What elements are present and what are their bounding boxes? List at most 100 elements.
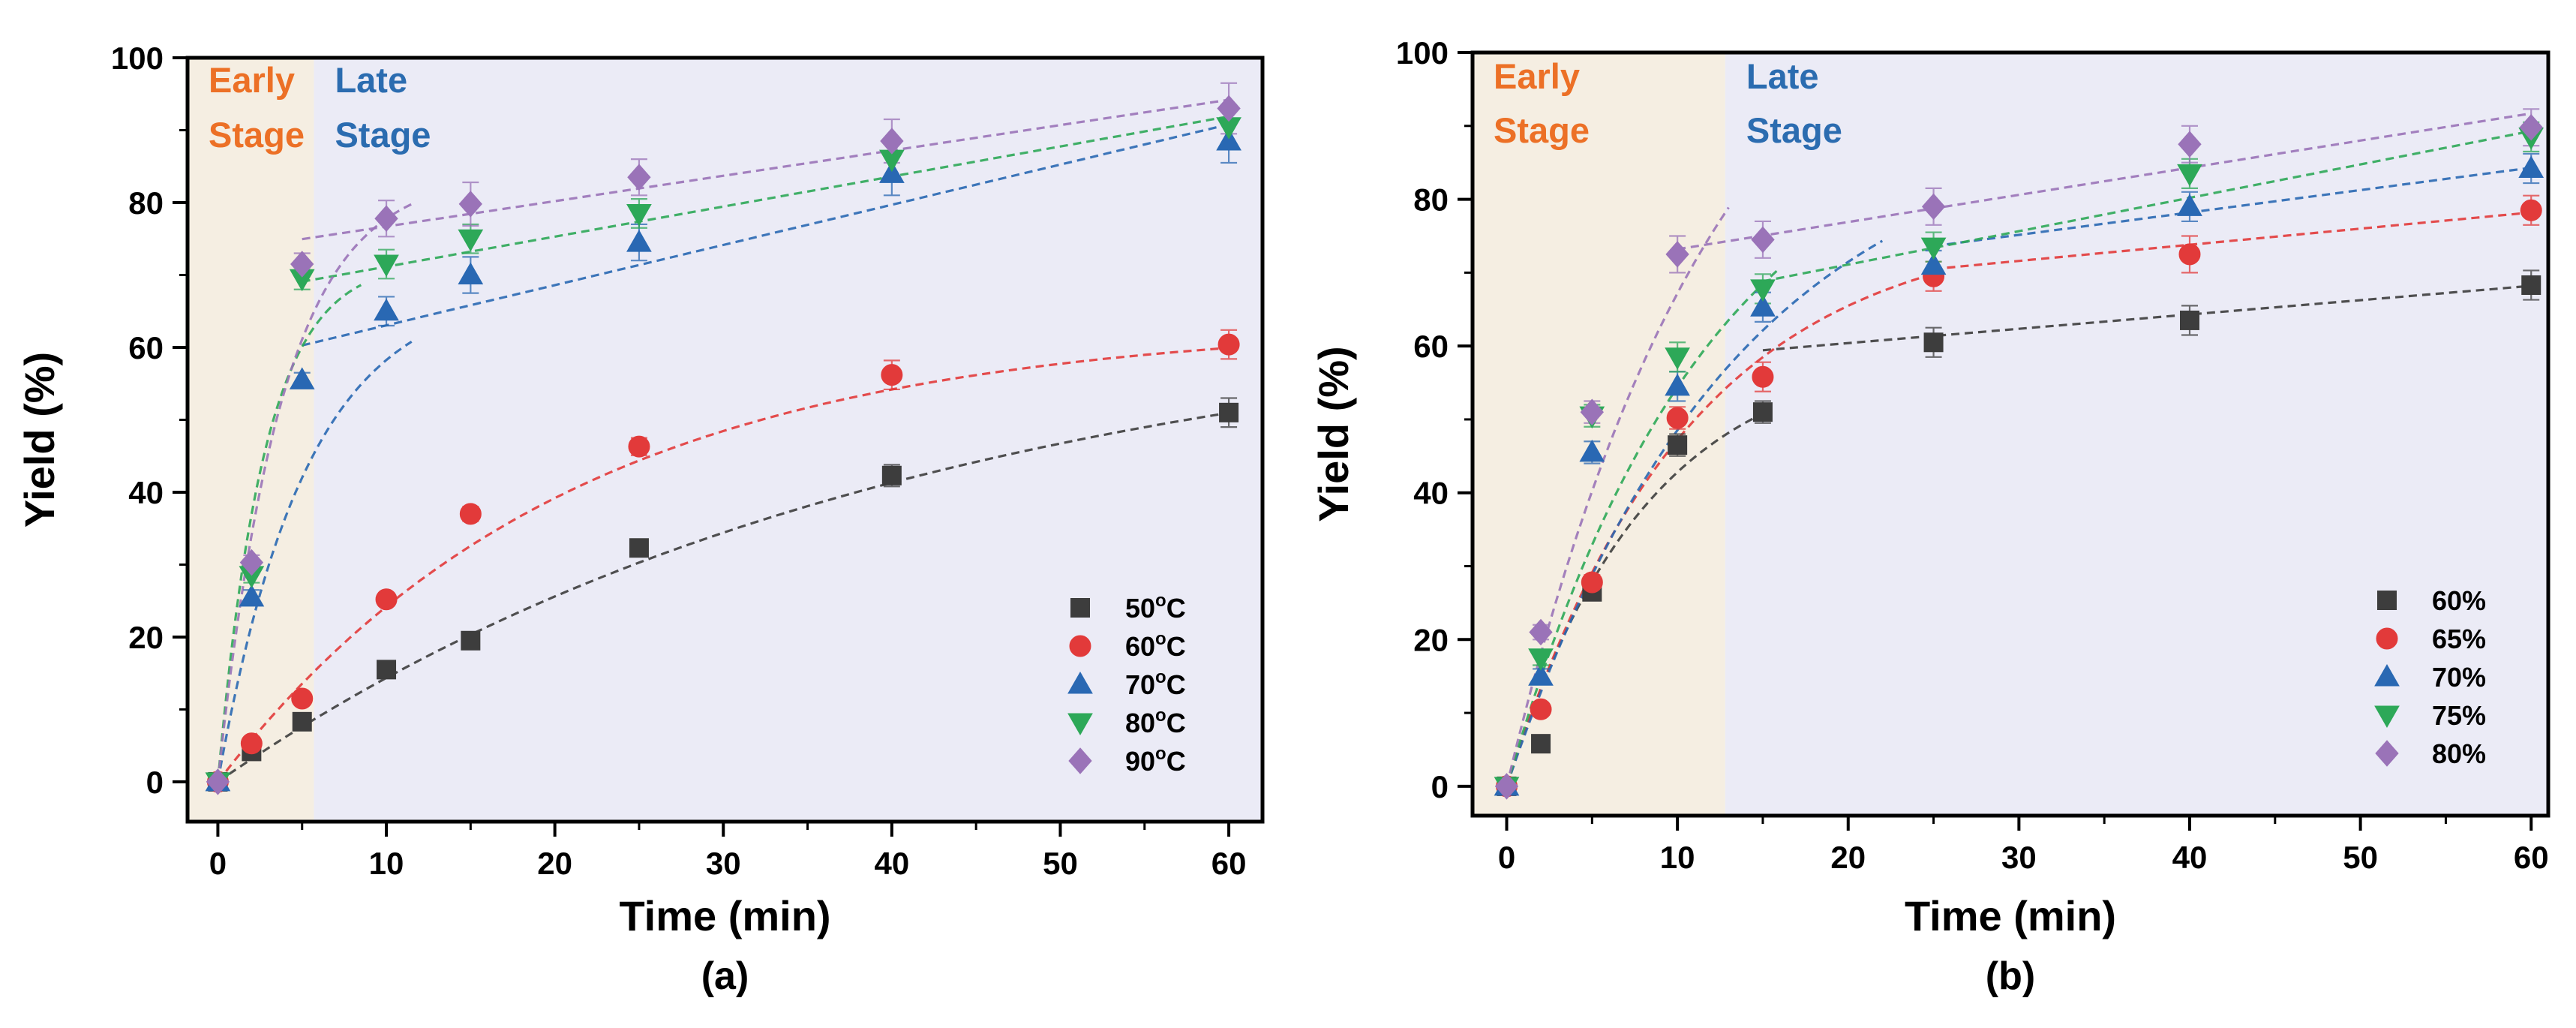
- legend-marker: [2377, 591, 2397, 610]
- y-tick-label: 60: [128, 330, 164, 365]
- data-point: [1750, 294, 1776, 317]
- early-stage-label: Early: [209, 60, 295, 100]
- legend-label: 70%: [2432, 662, 2486, 693]
- x-tick-label: 30: [2001, 840, 2037, 875]
- late-stage-label: Stage: [1746, 110, 1842, 150]
- y-tick-label: 100: [111, 41, 164, 76]
- x-axis-title: Time (min): [1905, 892, 2116, 939]
- data-point: [1219, 402, 1239, 422]
- data-point: [239, 584, 265, 607]
- data-point: [881, 364, 903, 386]
- data-point: [2521, 275, 2541, 295]
- legend-label-degree: o: [1155, 744, 1166, 764]
- y-tick-label: 20: [1413, 622, 1449, 657]
- data-point: [1581, 571, 1603, 594]
- y-tick-label: 60: [1413, 329, 1449, 364]
- late-stage-label: Late: [1746, 56, 1819, 96]
- early-stage-label: Early: [1494, 56, 1580, 96]
- legend-label-unit: C: [1166, 669, 1186, 700]
- plot-frame: [1470, 50, 2550, 818]
- data-point: [461, 630, 481, 651]
- x-tick-label: 10: [1660, 840, 1695, 875]
- fit-curve: [1762, 284, 2532, 352]
- early-stage-label: Stage: [209, 115, 305, 155]
- fit-curve: [1677, 112, 2532, 251]
- fit-curve: [216, 340, 413, 783]
- x-tick-label: 40: [875, 846, 910, 881]
- data-point: [1665, 373, 1690, 396]
- legend-label-unit: C: [1166, 593, 1186, 624]
- legend-label-unit: C: [1166, 746, 1186, 777]
- legend-label: 70oC: [1125, 667, 1186, 700]
- late-stage-region: [1725, 53, 2548, 816]
- x-tick-label: 10: [369, 846, 404, 881]
- data-point: [2180, 310, 2199, 330]
- data-point: [1921, 193, 1946, 221]
- fit-curve: [1762, 130, 2532, 283]
- y-tick-label: 80: [128, 185, 164, 221]
- x-tick-label: 20: [1830, 840, 1866, 875]
- legend-label: 75%: [2432, 700, 2486, 731]
- legend-label-value: 70: [1125, 669, 1155, 700]
- legend-label-degree: o: [1155, 591, 1166, 611]
- data-point: [291, 687, 314, 710]
- data-point: [1750, 279, 1776, 302]
- legend-label: 60oC: [1125, 629, 1186, 662]
- data-point: [628, 435, 650, 458]
- panel-a-chart: Early Late Stage Stage 0 10 20 30 40 50 60 0 20 40 60 8…: [16, 41, 1265, 998]
- data-point: [375, 588, 398, 611]
- legend-label: 80oC: [1125, 705, 1186, 738]
- fit-curve: [302, 115, 1229, 283]
- x-tick-label: 40: [2172, 840, 2208, 875]
- legend-marker: [1067, 713, 1093, 736]
- fit-curve: [216, 284, 362, 783]
- data-point: [1217, 333, 1240, 356]
- panel-label: (b): [1986, 954, 2035, 998]
- legend-label-degree: o: [1155, 667, 1166, 687]
- data-point: [1665, 347, 1690, 370]
- x-tick-label: 0: [209, 846, 227, 881]
- late-stage-label: Late: [335, 60, 407, 100]
- legend-marker: [1070, 598, 1090, 618]
- y-axis-title: Yield (%): [16, 352, 63, 528]
- legend-label-degree: o: [1155, 705, 1166, 726]
- legend-label: 80%: [2432, 738, 2486, 769]
- early-stage-region: [188, 58, 314, 822]
- legend-label-value: 80: [1125, 708, 1155, 738]
- data-point: [1531, 734, 1551, 754]
- data-point: [1579, 439, 1605, 462]
- data-point: [1528, 663, 1554, 686]
- legend-label: 90oC: [1125, 744, 1186, 777]
- data-point: [458, 262, 484, 284]
- data-point: [627, 164, 651, 191]
- data-point: [206, 768, 230, 795]
- fit-curve: [1505, 239, 1884, 787]
- legend-marker: [2374, 663, 2400, 687]
- panel-b-chart: Early Late Stage Stage 0 10 20 30 40 50 60 0 20 40 60 8…: [1310, 35, 2550, 998]
- fit-curve: [1933, 166, 2532, 248]
- legend-marker: [2375, 740, 2399, 767]
- data-point: [626, 230, 652, 252]
- data-point: [1494, 773, 1519, 800]
- x-tick-label: 60: [1211, 846, 1247, 881]
- late-stage-region: [314, 58, 1263, 822]
- data-point: [240, 732, 263, 755]
- data-point: [292, 711, 312, 732]
- x-tick-label: 50: [2343, 840, 2378, 875]
- data-point: [374, 254, 399, 278]
- data-point: [1752, 402, 1773, 422]
- y-tick-label: 0: [146, 765, 164, 800]
- fit-curve: [1933, 211, 2532, 271]
- data-point: [1751, 226, 1775, 254]
- data-point: [881, 465, 902, 485]
- fit-curve: [302, 123, 1229, 347]
- fit-curve: [1505, 272, 1935, 787]
- data-point: [1668, 435, 1688, 455]
- data-point: [2519, 113, 2543, 141]
- y-tick-label: 80: [1413, 182, 1449, 218]
- early-stage-region: [1473, 53, 1725, 816]
- y-axis-title: Yield (%): [1310, 346, 1357, 522]
- fit-curve: [1505, 267, 1781, 787]
- data-point: [629, 538, 649, 558]
